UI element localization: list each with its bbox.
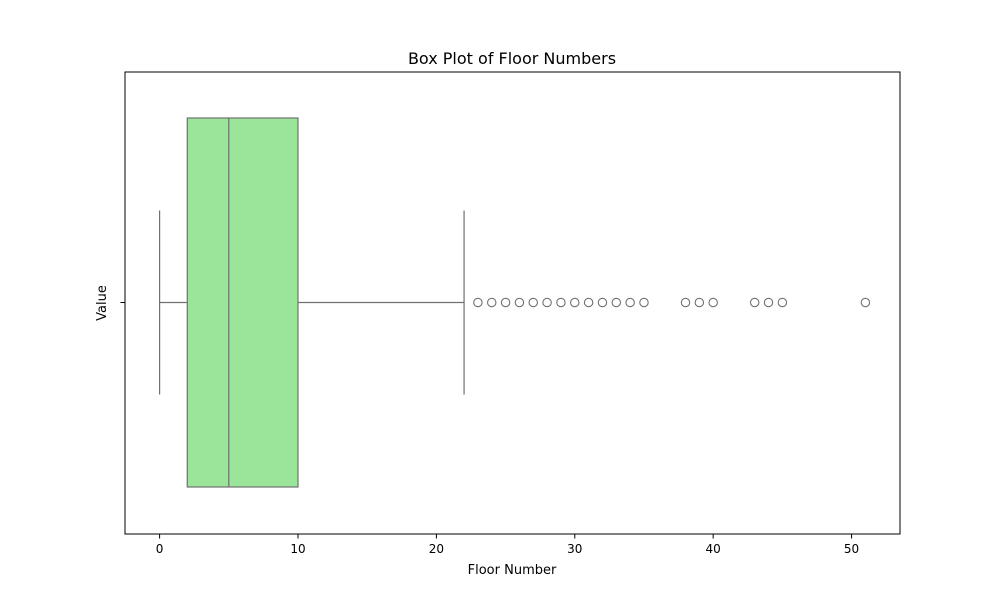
outlier-point [570,297,580,308]
chart-title: Box Plot of Floor Numbers [408,49,616,68]
y-axis-label: Value [95,285,110,321]
outlier-point [639,297,649,308]
outlier-point [542,297,552,308]
iqr-box [186,117,299,488]
outlier-point [680,297,691,308]
outlier-point [473,297,483,308]
outlier-point [777,297,788,308]
outlier-point [514,297,525,308]
outlier-point [611,297,622,308]
x-tick-label: 10 [290,542,305,556]
outlier-point [625,297,635,308]
x-tick-label: 0 [156,542,164,556]
x-axis: 0 10 20 30 40 50 [156,534,859,556]
outlier-point [749,297,760,308]
outlier-point [860,297,871,308]
x-tick-label: 40 [706,542,721,556]
outlier-point [528,297,539,308]
outlier-point [556,297,566,308]
x-tick-label: 20 [429,542,444,556]
outlier-point [486,297,497,308]
x-tick-label: 30 [567,542,582,556]
outlier-point [583,297,594,308]
x-tick-label: 50 [844,542,859,556]
plot-area [158,117,871,488]
outlier-point [763,297,774,308]
outlier-point [708,297,718,308]
outlier-point [500,297,511,308]
outlier-point [694,297,705,308]
x-axis-label: Floor Number [468,563,557,578]
outlier-point [597,297,608,308]
